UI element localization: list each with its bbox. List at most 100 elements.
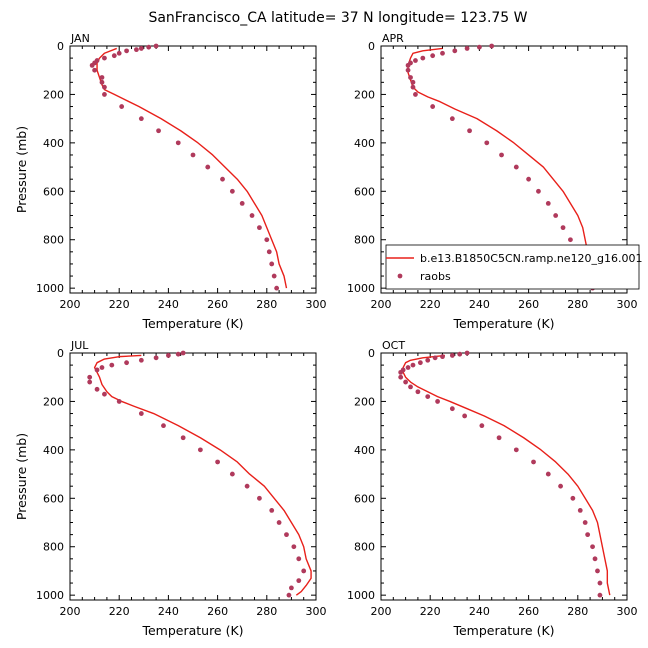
- raobs-point: [249, 213, 255, 218]
- raobs-point: [271, 273, 277, 279]
- raobs-point: [229, 471, 235, 477]
- y-tick-label: 200: [43, 395, 64, 408]
- raobs-point: [239, 201, 245, 206]
- raobs-point: [205, 164, 211, 170]
- raobs-point: [582, 520, 588, 525]
- raobs-point: [526, 176, 531, 182]
- raobs-point: [513, 447, 519, 453]
- raobs-point: [570, 495, 576, 501]
- raobs-point: [153, 43, 159, 49]
- raobs-point: [560, 225, 566, 231]
- x-tick-label: 200: [371, 298, 392, 311]
- raobs-point: [425, 357, 431, 363]
- x-axis-label: Temperature (K): [141, 316, 243, 331]
- raobs-point: [284, 532, 289, 538]
- raobs-point: [425, 394, 431, 399]
- x-tick-label: 240: [158, 605, 179, 618]
- legend-box: [385, 244, 640, 290]
- raobs-point: [479, 423, 485, 429]
- y-tick-label: 600: [43, 492, 64, 505]
- y-tick-label: 200: [354, 395, 375, 408]
- plot-frame: [69, 45, 317, 294]
- raobs-point: [244, 483, 250, 489]
- y-tick-label: 600: [354, 185, 375, 198]
- raobs-point: [420, 55, 426, 61]
- raobs-point: [134, 47, 139, 53]
- raobs-point: [430, 104, 436, 109]
- raobs-point: [536, 188, 541, 194]
- model-series-line: [93, 354, 312, 596]
- raobs-point: [415, 389, 421, 395]
- legend-model-label: b.e13.B1850C5CN.ramp.ne120_g16.001: [420, 252, 643, 265]
- raobs-point: [405, 67, 411, 73]
- raobs-point: [257, 225, 262, 231]
- raobs-point: [119, 104, 125, 109]
- y-axis-label: Pressure (mb): [14, 126, 29, 213]
- raobs-point: [597, 580, 603, 586]
- raobs-point: [440, 354, 445, 360]
- raobs-point: [166, 353, 171, 358]
- model-series-line: [402, 354, 611, 596]
- raobs-point: [269, 261, 275, 267]
- raobs-point: [398, 374, 404, 380]
- raobs-point: [413, 58, 418, 63]
- raobs-point: [99, 365, 105, 370]
- legend-raobs-swatch: [397, 273, 403, 279]
- plot-frame: [69, 352, 317, 601]
- raobs-point: [180, 350, 186, 356]
- raobs-point: [499, 152, 504, 158]
- x-tick-label: 220: [420, 605, 441, 618]
- model-series-line: [407, 47, 596, 289]
- raobs-point: [124, 48, 129, 54]
- y-tick-label: 800: [354, 541, 375, 554]
- panel-label: JAN: [70, 32, 90, 45]
- raobs-point: [440, 50, 445, 56]
- legend-raobs-label: raobs: [420, 270, 451, 283]
- x-tick-label: 240: [158, 298, 179, 311]
- x-tick-label: 240: [469, 605, 490, 618]
- raobs-point: [410, 79, 416, 85]
- raobs-point: [175, 351, 181, 357]
- raobs-point: [264, 237, 270, 243]
- raobs-point: [197, 447, 203, 453]
- y-tick-label: 1000: [347, 282, 375, 295]
- raobs-point: [138, 411, 144, 416]
- y-tick-label: 600: [43, 185, 64, 198]
- x-tick-label: 260: [518, 605, 539, 618]
- x-tick-label: 220: [109, 298, 130, 311]
- raobs-point: [408, 75, 413, 80]
- y-tick-label: 0: [57, 347, 64, 360]
- raobs-point: [291, 544, 297, 550]
- x-tick-label: 280: [567, 605, 588, 618]
- raobs-point: [87, 379, 93, 385]
- raobs-point: [102, 92, 107, 97]
- y-tick-label: 0: [57, 40, 64, 53]
- raobs-point: [138, 357, 144, 363]
- raobs-point: [138, 116, 144, 122]
- raobs-point: [592, 556, 598, 562]
- x-tick-label: 240: [469, 298, 490, 311]
- x-tick-label: 300: [617, 605, 638, 618]
- raobs-point: [449, 406, 455, 412]
- raobs-point: [116, 50, 122, 56]
- raobs-point: [558, 483, 563, 489]
- x-tick-label: 280: [567, 298, 588, 311]
- raobs-point: [296, 556, 302, 562]
- raobs-point: [531, 459, 536, 465]
- x-tick-label: 260: [518, 298, 539, 311]
- raobs-point: [435, 399, 440, 404]
- x-axis-label: Temperature (K): [452, 623, 554, 638]
- raobs-point: [405, 62, 411, 68]
- raobs-point: [545, 201, 551, 206]
- raobs-point: [138, 46, 144, 51]
- y-tick-label: 400: [354, 137, 375, 150]
- raobs-point: [301, 568, 307, 574]
- panel-jul: 200 220 240 260 280 300 0 200 400 600 800 1000 Tempe…: [14, 339, 327, 638]
- y-tick-label: 1000: [36, 589, 64, 602]
- y-tick-label: 400: [43, 444, 64, 457]
- raobs-point: [410, 84, 416, 90]
- raobs-point: [99, 79, 105, 85]
- x-axis-label: Temperature (K): [452, 316, 554, 331]
- x-tick-label: 300: [617, 298, 638, 311]
